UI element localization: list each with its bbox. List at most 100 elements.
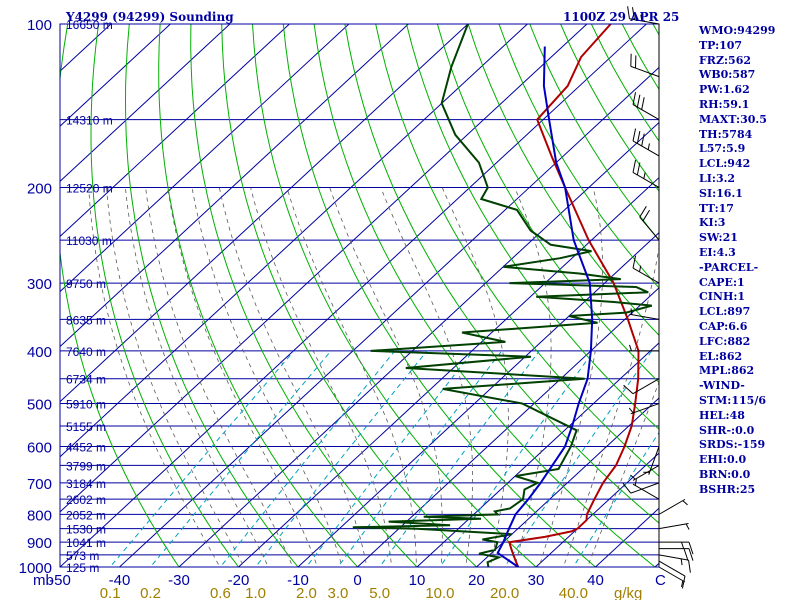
isotherm-line	[119, 66, 659, 567]
mixing-ratio-label: 1.0	[245, 585, 266, 600]
mixing-ratio-label: 5.0	[369, 585, 390, 600]
wind-barb	[632, 255, 660, 284]
wind-barb	[659, 541, 694, 555]
barb-half-flag	[630, 308, 633, 315]
index-value: RH:59.1	[699, 97, 750, 111]
mixing-ratio-unit-label: g/kg	[614, 585, 642, 600]
barb-half-flag	[647, 143, 650, 150]
barb-staff	[632, 464, 660, 481]
temperature-tick-label: -50	[49, 572, 71, 589]
height-label: 5910 m	[66, 398, 106, 412]
wind-barb	[632, 92, 660, 121]
dry-adiabat	[467, 24, 659, 336]
dry-adiabat	[436, 24, 659, 384]
isotherm-line	[238, 176, 659, 567]
index-value: SW:21	[699, 231, 738, 245]
mixing-ratio-label: 20.0	[490, 585, 519, 600]
temperature-tick-label: -30	[168, 572, 190, 589]
height-label: 14310 m	[66, 114, 113, 128]
dry-adiabat	[221, 24, 478, 567]
index-value: TH:5784	[699, 127, 753, 141]
wind-barbs	[622, 6, 694, 589]
moist-adiabat	[167, 187, 318, 567]
mixing-ratio-label: 2.0	[296, 585, 317, 600]
height-label: 3799 m	[66, 459, 106, 473]
height-level-labels: 16650 m 14310 m 12520 m 11030 m 9750 m 8635 m…	[66, 18, 113, 575]
dry-adiabat	[124, 24, 299, 567]
time-label: 1100Z 29 APR 25	[563, 10, 680, 24]
height-label: 16650 m	[66, 18, 113, 32]
isotherm-line	[60, 24, 350, 293]
height-label: 7640 m	[66, 345, 106, 359]
pressure-tick-label: 300	[27, 276, 52, 293]
barb-staff	[658, 522, 689, 530]
temperature-tick-label: -40	[109, 572, 131, 589]
height-label: 4452 m	[66, 441, 106, 455]
moist-adiabat	[218, 187, 368, 567]
moist-adiabat	[587, 381, 659, 567]
isotherm-line	[535, 452, 659, 567]
barb-flag	[683, 548, 689, 561]
barb-half-flag	[640, 14, 643, 22]
barb-half-flag	[634, 479, 637, 486]
barb-flag	[632, 7, 635, 20]
dry-adiabat	[190, 24, 418, 567]
temperature-tick-label: 20	[468, 572, 485, 589]
barb-staff	[632, 378, 660, 395]
moist-adiabat	[380, 187, 473, 567]
wind-barb	[632, 159, 660, 188]
temperature-tick-label: -20	[228, 572, 250, 589]
index-value: KI:3	[699, 216, 726, 230]
index-value: SI:16.1	[699, 186, 743, 200]
mixing-ratio-label: 10.0	[425, 585, 454, 600]
sounding-series	[352, 24, 653, 567]
dry-adiabat	[252, 24, 537, 567]
diagram-grid	[60, 24, 659, 567]
index-value: EL:862	[699, 349, 743, 363]
height-label: 12520 m	[66, 181, 113, 195]
mixing-ratio-line	[504, 350, 653, 567]
barb-half-flag	[628, 407, 634, 414]
barb-half-flag	[681, 541, 684, 549]
dry-adiabat	[498, 24, 659, 289]
barb-staff	[630, 482, 660, 494]
barb-half-flag	[680, 558, 683, 566]
moist-adiabat	[514, 187, 552, 567]
index-value: TT:17	[699, 201, 734, 215]
barb-flag	[688, 541, 694, 555]
index-value: -WIND-	[699, 379, 745, 393]
moist-adiabat	[329, 187, 443, 567]
indices-panel: WMO:94299 TP:107 FRZ:562 WB0:587 PW:1.62 RH:5…	[699, 24, 799, 498]
index-value: LCL:897	[699, 305, 751, 319]
barb-staff	[629, 313, 660, 320]
dry-adiabat	[282, 24, 597, 567]
barb-flag	[641, 97, 645, 110]
station-title: Y4299 (94299) Sounding	[66, 10, 234, 24]
isotherm-line	[178, 121, 659, 567]
barb-staff	[658, 566, 686, 583]
index-value: CAPE:1	[699, 275, 745, 289]
barb-flag	[622, 482, 632, 494]
dry-adiabat	[158, 24, 359, 567]
height-label: 573 m	[66, 549, 99, 563]
isotherm-line	[357, 287, 659, 567]
barb-flag	[636, 94, 641, 108]
height-label: 11030 m	[66, 234, 112, 248]
wind-barb	[658, 498, 688, 515]
barb-flag	[688, 548, 694, 561]
barb-flag	[636, 162, 641, 176]
index-value: L57:5.9	[699, 142, 746, 156]
mixing-ratio-line	[305, 350, 474, 567]
parcel-line	[496, 46, 594, 567]
barb-flag	[632, 159, 637, 173]
barb-flag	[681, 575, 686, 589]
barb-half-flag	[682, 500, 688, 506]
temperature-tick-label: 10	[409, 572, 426, 589]
barb-flag	[641, 133, 645, 147]
dry-adiabat	[60, 24, 180, 567]
isotherm-line	[60, 24, 409, 348]
mixing-ratio-label: 0.2	[140, 585, 161, 600]
wind-barb	[658, 560, 686, 589]
dry-adiabat	[344, 24, 659, 524]
